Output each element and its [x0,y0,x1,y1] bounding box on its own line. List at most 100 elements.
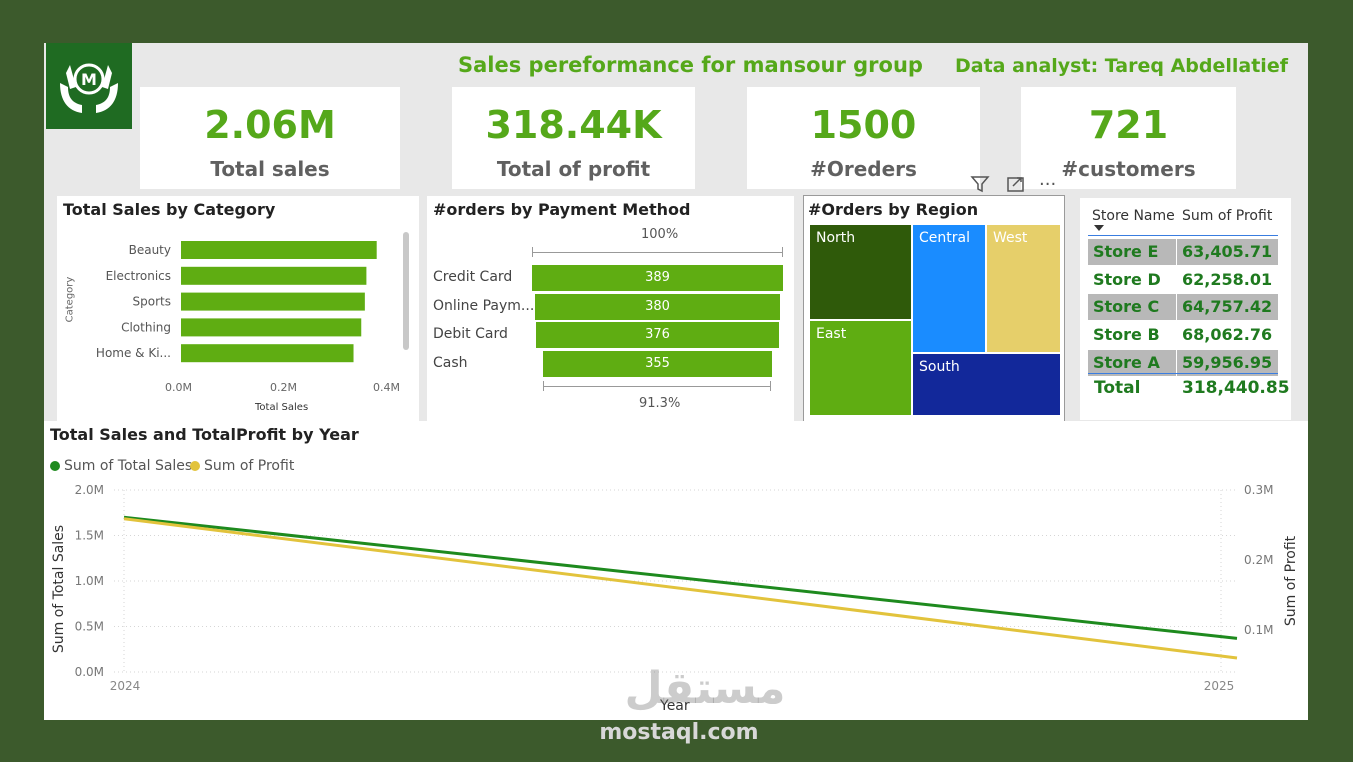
category-bar[interactable] [181,241,377,259]
right-tick: 0.2M [1244,553,1273,567]
funnel-bar[interactable]: 380 [534,293,781,320]
line-ylabel-right: Sum of Profit [1283,535,1299,627]
kpi-label: #customers [1061,157,1196,181]
funnel-category-label: Debit Card [433,326,508,342]
funnel-bar[interactable]: 376 [536,322,779,348]
funnel-bottom-tick [543,381,544,391]
legend-marker-profit [190,461,200,471]
store-profit-cell: 63,405.71 [1182,242,1273,261]
category-label: Beauty [129,243,171,257]
store-name-cell: Store D [1093,269,1161,289]
category-chart-panel: Total Sales by Category Category Beauty E… [57,196,419,421]
kpi-value: 721 [1088,103,1169,147]
category-tick: 0.2M [270,381,297,394]
legend-item-sales[interactable]: Sum of Total Sales [64,458,193,474]
table-row[interactable]: Store E 63,405.71 [1088,239,1278,265]
kpi-orders: 1500 #Oreders [747,87,980,189]
line-chart-panel: Total Sales and TotalProfit by Year Sum … [44,421,1308,720]
category-bar[interactable] [181,318,362,337]
table-row[interactable]: Store C 64,757.42 [1088,294,1278,321]
category-tick: 0.4M [373,381,400,394]
series-line-sales[interactable] [123,515,1238,640]
watermark-latin: mostaql.com [599,720,759,745]
store-name-cell: Store C [1093,297,1160,317]
table-header-store[interactable]: Store Name [1092,208,1175,224]
table-row[interactable]: Store A 59,956.95 [1088,349,1278,376]
category-tick: 0.0M [165,381,192,394]
visual-toolbar: ... [966,169,1066,197]
table-total-divider [1088,373,1278,374]
store-profit-cell: 64,757.42 [1182,297,1273,317]
table-row[interactable]: Store B 68,062.76 [1088,322,1278,349]
funnel-bottom-line [543,386,771,387]
store-table-panel: Store Name Sum of Profit Store E 63,405.7… [1080,198,1291,420]
kpi-label: Total of profit [496,157,651,181]
category-bar-chart: Beauty Electronics Sports Clothing Home & Ki… [96,241,377,363]
payment-chart-panel: #orders by Payment Method 100% Credit Ca… [427,196,794,421]
hands-holding-m-icon: M [60,63,118,113]
region-chart-title: #Orders by Region [808,200,979,219]
dashboard-canvas: M Sales pereformance for mansour group D… [44,43,1308,720]
category-bar[interactable] [181,266,367,285]
kpi-label: Total sales [210,157,330,181]
kpi-label: #Oreders [810,157,917,181]
left-tick: 2.0M [75,483,104,497]
series-line-profit[interactable] [123,517,1238,660]
right-tick: 0.1M [1244,623,1273,637]
logo: M [46,43,132,129]
payment-top-pct: 100% [641,227,679,242]
cell-divider [1176,294,1177,321]
funnel-bar[interactable]: 389 [532,265,783,291]
sort-desc-icon [1094,225,1104,231]
dashboard-title: Sales pereformance for mansour group [458,53,923,77]
left-tick: 0.5M [75,620,104,634]
line-xlabel: Year [660,698,690,714]
payment-chart-title: #orders by Payment Method [433,200,691,219]
kpi-value: 1500 [810,103,917,147]
funnel-category-label: Credit Card [433,269,513,285]
left-tick: 1.0M [75,574,104,588]
treemap-tile-south[interactable]: South [912,353,1061,416]
kpi-customers: 721 #customers [1021,87,1236,189]
line-chart-title: Total Sales and TotalProfit by Year [50,425,359,444]
category-bar[interactable] [181,292,365,311]
region-chart-panel[interactable]: #Orders by Region North Central West East So… [803,195,1065,422]
table-total-value: 318,440.85 [1182,378,1290,398]
treemap-tile-west[interactable]: West [986,224,1061,353]
category-scrollbar[interactable] [403,232,409,350]
category-xlabel: Total Sales [255,402,309,413]
store-profit-cell: 68,062.76 [1182,325,1273,345]
funnel-top-line [532,252,783,253]
table-header-divider [1088,235,1278,236]
table-row[interactable]: Store D 62,258.01 [1088,266,1278,293]
x-tick: 2024 [110,679,141,693]
category-label: Home & Ki... [96,346,171,360]
filter-icon[interactable] [969,173,991,195]
category-label: Clothing [121,320,171,334]
sales-profit-line-chart: 2.0M 1.5M 1.0M 0.5M 0.0M 0.3M 0.2M 0.1M 2024 2025 [75,483,1274,693]
funnel-bar[interactable]: 355 [542,350,773,377]
funnel-category-label: Cash [433,354,468,371]
line-ylabel-left: Sum of Total Sales [51,524,67,654]
treemap-tile-north[interactable]: North [809,224,912,320]
cell-divider [1176,239,1177,265]
store-name-cell: Store B [1093,325,1160,345]
watermark-arabic: مستقل [624,663,786,714]
funnel-category-label: Online Paym... [433,297,535,314]
treemap-tile-east[interactable]: East [809,320,912,416]
store-name-cell: Store E [1093,242,1159,261]
kpi-total-profit: 318.44K Total of profit [452,87,695,189]
focus-mode-icon[interactable] [1005,173,1027,195]
kpi-value: 318.44K [485,103,662,147]
table-header-profit[interactable]: Sum of Profit [1182,208,1273,224]
analyst-name: Data analyst: Tareq Abdellatief [955,55,1288,77]
legend-item-profit[interactable]: Sum of Profit [204,458,295,474]
treemap-tile-central[interactable]: Central [912,224,986,353]
payment-bottom-pct: 91.3% [639,396,681,411]
more-options-icon[interactable]: ... [1039,169,1057,190]
table-total-label: Total [1094,378,1141,398]
cell-divider [1176,322,1177,349]
category-chart-title: Total Sales by Category [63,200,276,219]
funnel-top-tick [532,247,533,257]
category-bar[interactable] [181,344,354,363]
